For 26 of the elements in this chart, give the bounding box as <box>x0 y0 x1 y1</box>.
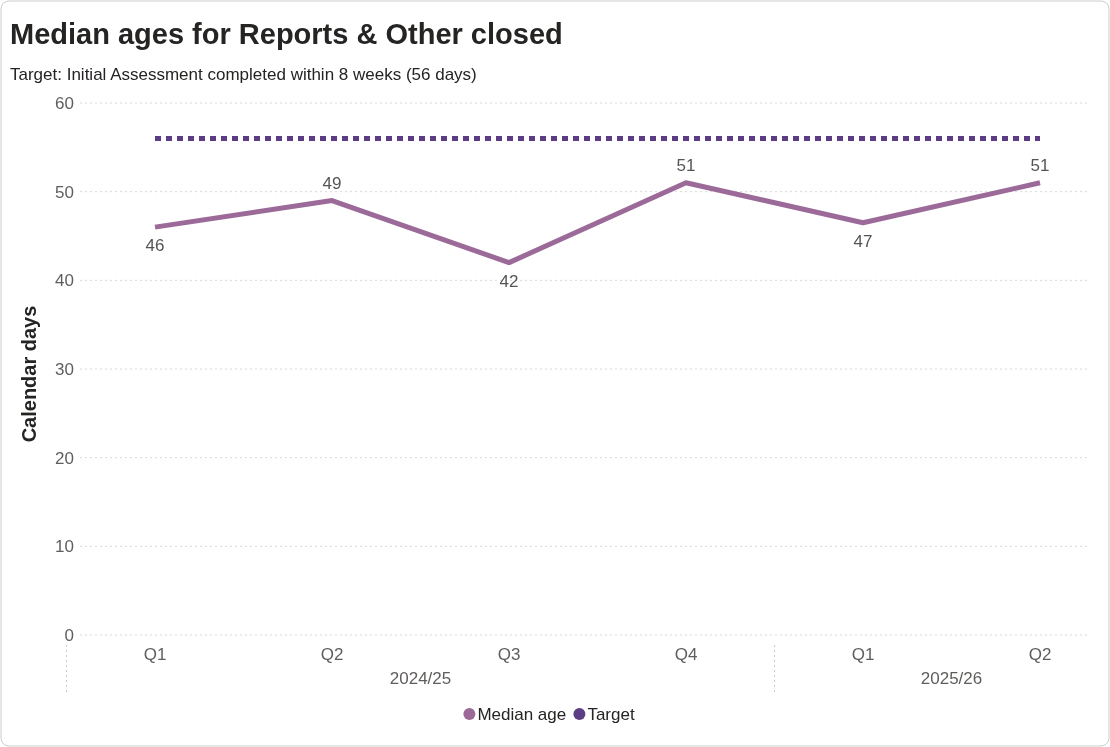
text: 2025/26 <box>920 669 983 688</box>
x-tick-label: Q3 <box>497 645 521 664</box>
chart-subtitle: Target: Initial Assessment completed within 8 weeks (56 days) <box>10 65 477 84</box>
data-label: 51 <box>676 155 696 175</box>
legend-label: Target <box>587 705 635 724</box>
y-axis-title: Calendar days <box>18 305 40 443</box>
data-label: 47 <box>853 231 873 251</box>
x-tick-label: Q4 <box>674 645 698 664</box>
y-tick-label: 50 <box>55 182 74 202</box>
x-tick-label: Q1 <box>851 645 875 664</box>
y-tick-label: 0 <box>64 626 74 645</box>
y-tick-label: 30 <box>55 360 74 379</box>
text: 2024/25 <box>389 669 452 688</box>
data-label: 49 <box>322 173 342 193</box>
data-label: 42 <box>499 271 519 291</box>
legend-label: Median age <box>477 705 567 724</box>
y-tick-label: 20 <box>55 448 74 468</box>
chart-title: Median ages for Reports & Other closed <box>10 18 563 50</box>
x-tick-label: Q2 <box>320 645 344 664</box>
x-tick-label: Q1 <box>143 645 167 664</box>
y-tick-label: 60 <box>55 94 74 113</box>
data-label: 51 <box>1030 155 1050 175</box>
y-tick-label: 10 <box>55 537 74 557</box>
data-label: 46 <box>145 236 165 256</box>
y-tick-label: 40 <box>55 271 74 291</box>
x-tick-label: Q2 <box>1028 645 1052 664</box>
